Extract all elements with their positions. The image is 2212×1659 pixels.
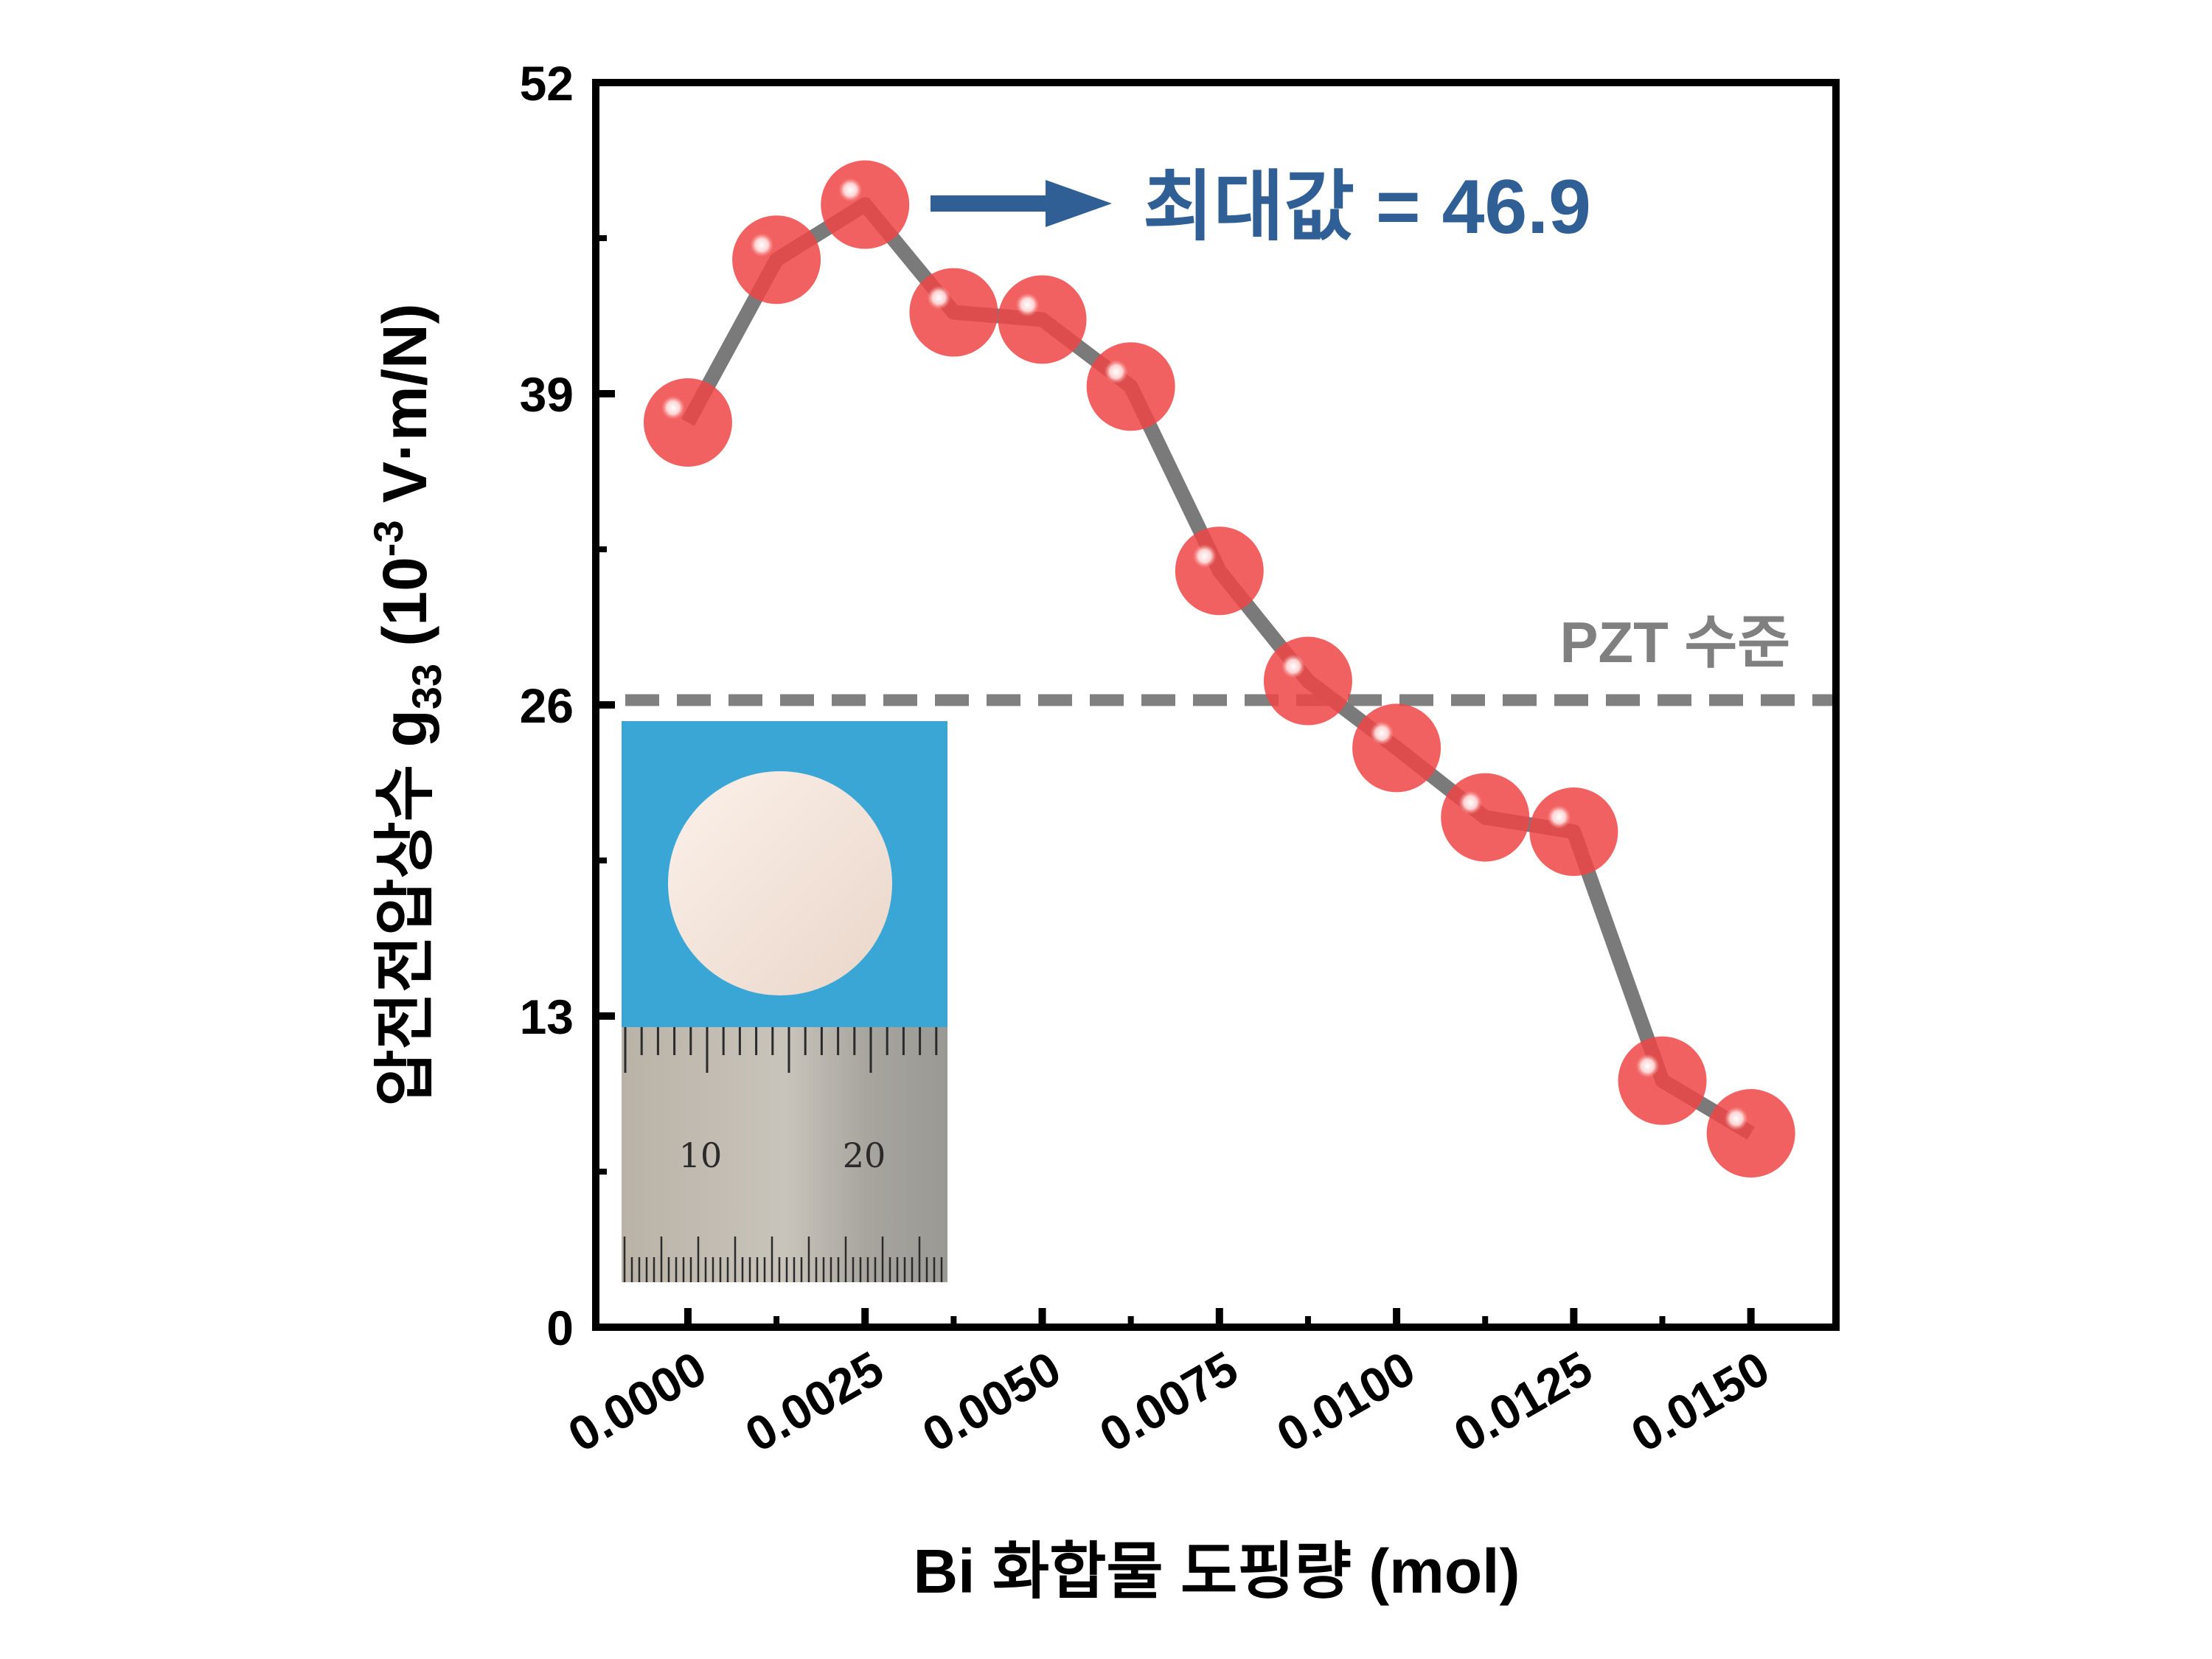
x-tick-label: 0.0125 xyxy=(1445,1340,1601,1462)
data-point-marker xyxy=(1352,703,1441,793)
inset-photo: 10 20 xyxy=(622,721,947,1282)
data-point-marker xyxy=(1175,526,1264,616)
y-tick-label: 13 xyxy=(520,990,574,1044)
data-point-marker xyxy=(1086,342,1175,431)
data-point-highlight xyxy=(1370,721,1394,745)
data-point-marker xyxy=(732,215,821,305)
x-axis: 0.0000 0.0025 0.0050 0.0075 0.0100 0.0125 0.01… xyxy=(559,1308,1778,1462)
inset-ruler xyxy=(622,1027,947,1282)
x-axis-title: Bi 화합물 도핑량 (mol) xyxy=(914,1537,1520,1606)
y-axis-title-subscript: 33 xyxy=(403,664,450,709)
inset-ruler-label-20: 20 xyxy=(843,1135,886,1175)
y-tick-label: 52 xyxy=(520,56,574,111)
x-tick-label: 0.0025 xyxy=(736,1340,892,1462)
y-axis-title-superscript: -3 xyxy=(365,520,411,557)
data-point-highlight xyxy=(1547,805,1571,830)
y-tick-label: 39 xyxy=(520,367,574,422)
y-tick-label: 26 xyxy=(520,678,574,733)
data-point-marker xyxy=(1529,787,1618,877)
max-arrow-head xyxy=(1046,180,1112,227)
data-point-highlight xyxy=(1104,360,1128,384)
x-tick-label: 0.0150 xyxy=(1622,1340,1778,1462)
inset-ruler-label-10: 10 xyxy=(679,1135,723,1175)
data-point-highlight xyxy=(1015,293,1040,317)
max-annotation: 최대값 = 46.9 xyxy=(931,164,1591,250)
data-point-marker xyxy=(643,378,732,467)
data-point-marker xyxy=(1263,636,1352,726)
inset-disc xyxy=(668,771,892,995)
data-point-marker xyxy=(998,275,1087,364)
y-axis: 0 13 26 39 52 xyxy=(520,56,615,1355)
data-point-highlight xyxy=(927,285,951,310)
y-axis-title-unit-b: V·m/N) xyxy=(370,303,439,520)
inset-ruler-ticks xyxy=(623,1027,943,1282)
x-tick-label: 0.0075 xyxy=(1091,1340,1247,1462)
data-point-highlight xyxy=(1281,654,1305,678)
data-point-highlight xyxy=(1724,1107,1748,1131)
reference-line-label: PZT 수준 xyxy=(1559,610,1790,675)
x-tick-label: 0.0050 xyxy=(914,1340,1070,1462)
y-axis-title-unit-a: (10 xyxy=(370,557,439,664)
x-tick-label: 0.0000 xyxy=(559,1340,715,1462)
data-point-marker xyxy=(1618,1036,1707,1125)
data-point-highlight xyxy=(1458,790,1483,815)
data-point-marker xyxy=(821,160,910,249)
series-layer xyxy=(643,160,1795,1178)
y-tick-label: 0 xyxy=(546,1301,574,1355)
data-point-highlight xyxy=(1192,544,1217,568)
data-point-marker xyxy=(1706,1089,1795,1178)
x-tick-label: 0.0100 xyxy=(1267,1340,1424,1462)
data-point-highlight xyxy=(750,233,774,257)
data-point-highlight xyxy=(1635,1054,1660,1078)
data-point-marker xyxy=(909,268,998,357)
y-axis-title: 압전전압상수 g33 (10-3 V·m/N) xyxy=(365,303,450,1106)
data-point-highlight xyxy=(661,395,685,420)
y-axis-title-main: 압전전압상수 g xyxy=(370,709,439,1106)
data-point-marker xyxy=(1441,773,1530,862)
max-annotation-text: 최대값 = 46.9 xyxy=(1143,164,1591,250)
data-point-highlight xyxy=(838,178,863,202)
